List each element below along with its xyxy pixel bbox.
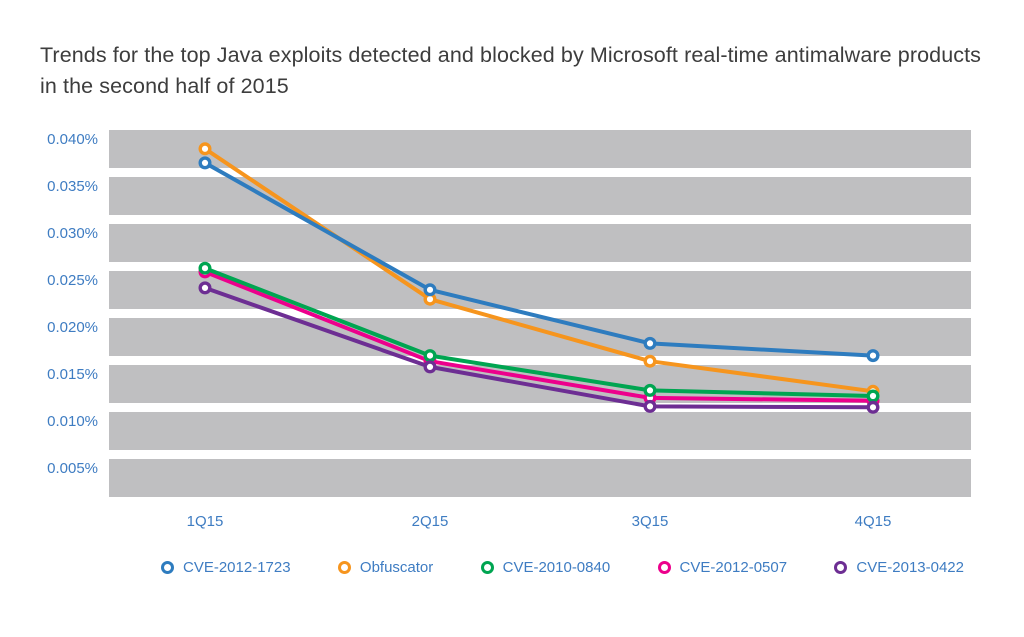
y-axis-tick: 0.025% (47, 272, 98, 289)
legend-label: Obfuscator (359, 558, 434, 576)
chart-legend: CVE-2012-1723 Obfuscator CVE-2010-0840 CVE-… (161, 557, 964, 577)
grid-band (109, 459, 971, 497)
data-point-marker (643, 399, 657, 413)
grid-band (109, 224, 971, 262)
grid-band (109, 412, 971, 450)
grid-band (109, 318, 971, 356)
x-axis-tick: 3Q15 (631, 513, 669, 530)
legend-item-CVE-2012-0507: CVE-2012-0507 (657, 558, 788, 576)
x-axis-tick: 1Q15 (186, 513, 224, 530)
legend-marker-icon (480, 560, 494, 574)
y-axis-tick: 0.010% (47, 413, 98, 430)
legend-label: CVE-2012-0507 (679, 558, 788, 576)
grid-band (109, 271, 971, 309)
y-axis-tick: 0.035% (47, 178, 98, 195)
grid-band (109, 177, 971, 215)
grid-band (109, 130, 971, 168)
legend-marker-icon (834, 560, 848, 574)
y-axis-tick: 0.030% (47, 225, 98, 242)
x-axis-tick: 4Q15 (854, 513, 892, 530)
legend-label: CVE-2013-0422 (856, 558, 964, 576)
legend-label: CVE-2010-0840 (502, 558, 611, 576)
grid-band (109, 365, 971, 403)
legend-marker-icon (657, 560, 671, 574)
y-axis-tick: 0.040% (47, 131, 98, 148)
legend-item-Obfuscator: Obfuscator (337, 558, 434, 576)
data-point-marker (866, 400, 880, 414)
legend-marker-icon (161, 560, 174, 574)
x-axis-tick: 2Q15 (411, 513, 449, 530)
y-axis-tick: 0.005% (47, 460, 98, 477)
legend-label: CVE-2012-1723 (183, 558, 291, 576)
legend-marker-icon (337, 560, 351, 574)
legend-item-CVE-2013-0422: CVE-2013-0422 (834, 559, 964, 576)
legend-item-CVE-2010-0840: CVE-2010-0840 (480, 558, 611, 576)
y-axis-tick: 0.020% (47, 319, 98, 336)
y-axis-tick: 0.015% (47, 366, 98, 383)
legend-item-CVE-2012-1723: CVE-2012-1723 (161, 559, 291, 576)
chart-title: Trends for the top Java exploits detecte… (40, 43, 982, 98)
